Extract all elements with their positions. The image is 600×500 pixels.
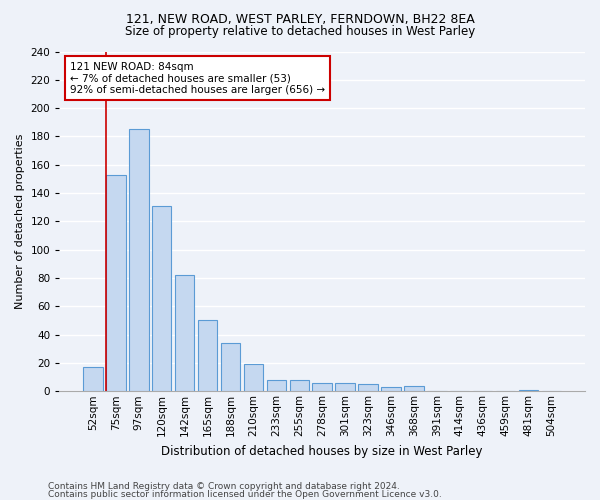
Bar	[404, 386, 424, 392]
Bar	[175, 275, 194, 392]
Bar	[358, 384, 378, 392]
Text: Contains public sector information licensed under the Open Government Licence v3: Contains public sector information licen…	[48, 490, 442, 499]
Text: Contains HM Land Registry data © Crown copyright and database right 2024.: Contains HM Land Registry data © Crown c…	[48, 482, 400, 491]
X-axis label: Distribution of detached houses by size in West Parley: Distribution of detached houses by size …	[161, 444, 483, 458]
Text: 121 NEW ROAD: 84sqm
← 7% of detached houses are smaller (53)
92% of semi-detache: 121 NEW ROAD: 84sqm ← 7% of detached hou…	[70, 62, 325, 95]
Bar	[266, 380, 286, 392]
Bar	[129, 130, 149, 392]
Bar	[198, 320, 217, 392]
Text: 121, NEW ROAD, WEST PARLEY, FERNDOWN, BH22 8EA: 121, NEW ROAD, WEST PARLEY, FERNDOWN, BH…	[125, 12, 475, 26]
Bar	[519, 390, 538, 392]
Bar	[335, 383, 355, 392]
Bar	[106, 174, 125, 392]
Text: Size of property relative to detached houses in West Parley: Size of property relative to detached ho…	[125, 25, 475, 38]
Bar	[83, 367, 103, 392]
Bar	[381, 387, 401, 392]
Bar	[152, 206, 172, 392]
Y-axis label: Number of detached properties: Number of detached properties	[15, 134, 25, 309]
Bar	[290, 380, 309, 392]
Bar	[221, 343, 240, 392]
Bar	[244, 364, 263, 392]
Bar	[313, 383, 332, 392]
